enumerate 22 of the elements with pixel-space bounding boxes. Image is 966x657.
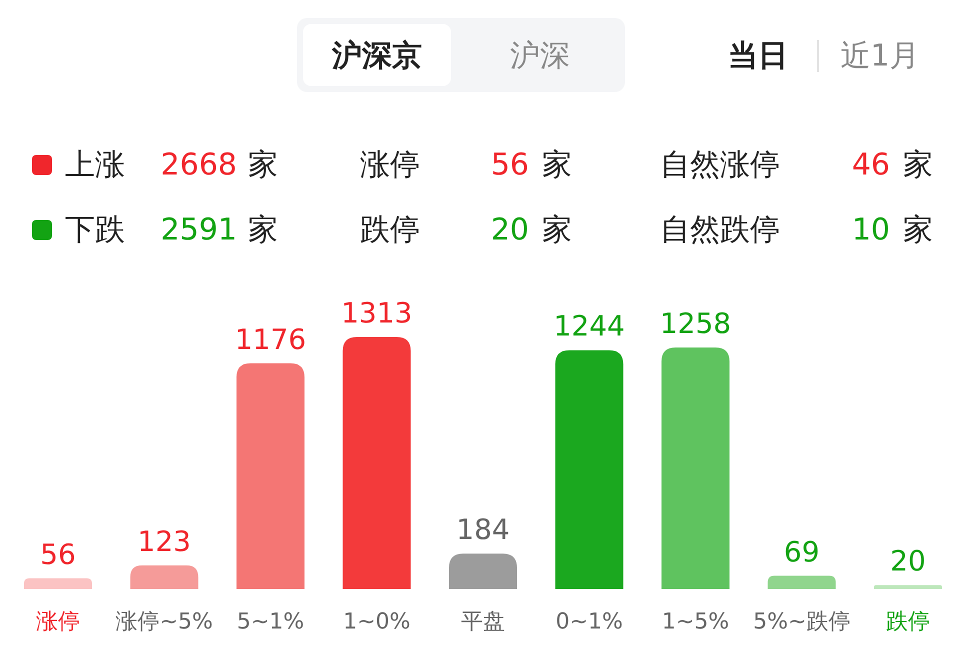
- annotation: 2668: [160, 148, 237, 182]
- annotation: 56: [490, 148, 529, 182]
- annotation: 10: [852, 212, 890, 248]
- annotation: 下跌: [65, 212, 125, 248]
- annotation: 自然涨停: [660, 148, 780, 182]
- annotation: 家: [248, 212, 278, 248]
- annotation: 2591: [160, 212, 237, 248]
- annotation: 20: [490, 212, 529, 248]
- annotation: 家: [542, 212, 572, 248]
- annotation: 家: [542, 148, 572, 182]
- annotation: 沪深: [510, 38, 570, 74]
- annotation: 家: [248, 148, 278, 182]
- annotation: 沪深京: [332, 38, 422, 74]
- annotation: 近1月: [840, 38, 920, 74]
- annotation: 家: [903, 148, 933, 182]
- annotation: 上涨: [65, 148, 125, 182]
- annotation: 涨停: [360, 148, 420, 182]
- annotation: 家: [903, 212, 933, 248]
- annotation: 46: [852, 148, 890, 182]
- annotation: 跌停: [360, 212, 420, 248]
- annotation: 自然跌停: [660, 212, 780, 248]
- annotation: 当日: [728, 38, 788, 74]
